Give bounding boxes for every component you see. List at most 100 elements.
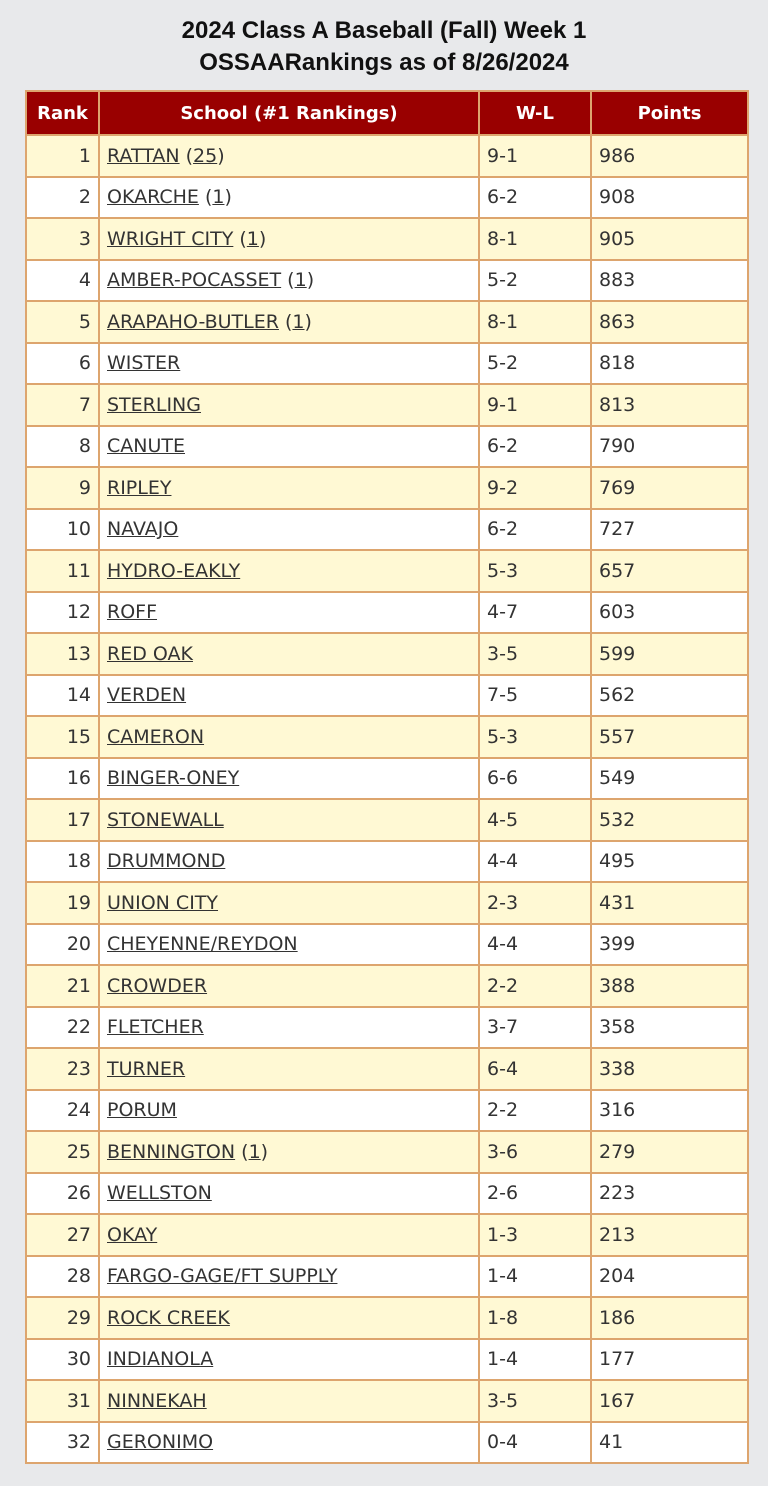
school-link[interactable]: STERLING <box>107 393 201 416</box>
school-link[interactable]: CROWDER <box>107 974 208 997</box>
table-row: 24 PORUM 2-2 316 <box>25 1088 749 1132</box>
school-cell: ROCK CREEK <box>98 1296 480 1340</box>
rank-cell: 6 <box>25 341 100 385</box>
points-cell: 863 <box>590 300 749 344</box>
table-row: 29 ROCK CREEK 1-8 186 <box>25 1296 749 1340</box>
school-cell: DRUMMOND <box>98 839 480 883</box>
school-link[interactable]: FLETCHER <box>107 1016 204 1039</box>
points-cell: 167 <box>590 1379 749 1423</box>
first-place-votes-link[interactable]: 1 <box>294 269 307 292</box>
header-rank: Rank <box>25 91 100 136</box>
table-row: 15 CAMERON 5-3 557 <box>25 715 749 759</box>
wl-cell: 6-6 <box>478 756 592 800</box>
school-link[interactable]: WELLSTON <box>107 1182 212 1205</box>
header-school: School (#1 Rankings) <box>98 91 480 136</box>
first-place-votes-link[interactable]: 1 <box>246 227 259 250</box>
school-cell: CANUTE <box>98 424 480 468</box>
school-link[interactable]: GERONIMO <box>107 1431 214 1454</box>
wl-cell: 3-7 <box>478 1005 592 1049</box>
school-link[interactable]: ARAPAHO-BUTLER <box>107 310 279 333</box>
school-cell: WRIGHT CITY (1) <box>98 217 480 261</box>
wl-cell: 1-4 <box>478 1254 592 1298</box>
table-row: 16 BINGER-ONEY 6-6 549 <box>25 756 749 800</box>
table-row: 23 TURNER 6-4 338 <box>25 1047 749 1091</box>
table-row: 2 OKARCHE (1) 6-2 908 <box>25 175 749 219</box>
table-row: 17 STONEWALL 4-5 532 <box>25 798 749 842</box>
school-link[interactable]: FARGO-GAGE/FT SUPPLY <box>107 1265 338 1288</box>
school-cell: BENNINGTON (1) <box>98 1130 480 1174</box>
school-link[interactable]: CHEYENNE/REYDON <box>107 933 298 956</box>
wl-cell: 2-2 <box>478 964 592 1008</box>
school-link[interactable]: NAVAJO <box>107 518 179 541</box>
school-link[interactable]: AMBER-POCASSET <box>107 269 282 292</box>
table-row: 7 STERLING 9-1 813 <box>25 383 749 427</box>
points-cell: 213 <box>590 1213 749 1257</box>
school-cell: ROFF <box>98 590 480 634</box>
wl-cell: 1-4 <box>478 1337 592 1381</box>
school-cell: RATTAN (25) <box>98 134 480 178</box>
points-cell: 883 <box>590 258 749 302</box>
table-row: 22 FLETCHER 3-7 358 <box>25 1005 749 1049</box>
table-row: 9 RIPLEY 9-2 769 <box>25 466 749 510</box>
rankings-table: Rank School (#1 Rankings) W-L Points 1 RA… <box>25 90 749 1464</box>
school-cell: STONEWALL <box>98 798 480 842</box>
header-points: Points <box>590 91 749 136</box>
school-link[interactable]: ROCK CREEK <box>107 1306 230 1329</box>
points-cell: 562 <box>590 673 749 717</box>
school-link[interactable]: VERDEN <box>107 684 187 707</box>
school-cell: INDIANOLA <box>98 1337 480 1381</box>
school-link[interactable]: WRIGHT CITY <box>107 227 234 250</box>
school-link[interactable]: CANUTE <box>107 435 185 458</box>
school-link[interactable]: BINGER-ONEY <box>107 767 240 790</box>
points-cell: 549 <box>590 756 749 800</box>
first-place-votes-link[interactable]: 1 <box>212 186 225 209</box>
school-link[interactable]: TURNER <box>107 1057 186 1080</box>
school-link[interactable]: HYDRO-EAKLY <box>107 559 241 582</box>
table-row: 21 CROWDER 2-2 388 <box>25 964 749 1008</box>
school-cell: HYDRO-EAKLY <box>98 549 480 593</box>
school-link[interactable]: INDIANOLA <box>107 1348 214 1371</box>
school-link[interactable]: OKARCHE <box>107 186 199 209</box>
wl-cell: 6-4 <box>478 1047 592 1091</box>
school-link[interactable]: DRUMMOND <box>107 850 226 873</box>
first-place-votes-link[interactable]: 1 <box>292 310 305 333</box>
wl-cell: 5-3 <box>478 715 592 759</box>
wl-cell: 2-6 <box>478 1171 592 1215</box>
school-cell: WISTER <box>98 341 480 385</box>
school-link[interactable]: RIPLEY <box>107 476 172 499</box>
points-cell: 41 <box>590 1420 749 1464</box>
rank-cell: 9 <box>25 466 100 510</box>
table-row: 14 VERDEN 7-5 562 <box>25 673 749 717</box>
school-cell: TURNER <box>98 1047 480 1091</box>
school-link[interactable]: RATTAN <box>107 144 180 167</box>
school-cell: RED OAK <box>98 632 480 676</box>
wl-cell: 9-1 <box>478 383 592 427</box>
school-cell: STERLING <box>98 383 480 427</box>
wl-cell: 4-5 <box>478 798 592 842</box>
first-place-votes-link[interactable]: 25 <box>193 144 218 167</box>
rank-cell: 20 <box>25 922 100 966</box>
rank-cell: 28 <box>25 1254 100 1298</box>
wl-cell: 4-7 <box>478 590 592 634</box>
points-cell: 769 <box>590 466 749 510</box>
first-place-votes-link[interactable]: 1 <box>248 1140 261 1163</box>
title-line-2: OSSAARankings as of 8/26/2024 <box>199 49 569 76</box>
school-link[interactable]: NINNEKAH <box>107 1389 207 1412</box>
school-link[interactable]: PORUM <box>107 1099 177 1122</box>
school-cell: FARGO-GAGE/FT SUPPLY <box>98 1254 480 1298</box>
school-link[interactable]: BENNINGTON <box>107 1140 236 1163</box>
table-row: 26 WELLSTON 2-6 223 <box>25 1171 749 1215</box>
points-cell: 495 <box>590 839 749 883</box>
school-link[interactable]: ROFF <box>107 601 158 624</box>
school-link[interactable]: OKAY <box>107 1223 158 1246</box>
school-link[interactable]: CAMERON <box>107 725 205 748</box>
school-link[interactable]: STONEWALL <box>107 808 224 831</box>
school-link[interactable]: RED OAK <box>107 642 193 665</box>
wl-cell: 3-5 <box>478 632 592 676</box>
points-cell: 603 <box>590 590 749 634</box>
school-cell: VERDEN <box>98 673 480 717</box>
wl-cell: 6-2 <box>478 507 592 551</box>
points-cell: 279 <box>590 1130 749 1174</box>
school-link[interactable]: WISTER <box>107 352 181 375</box>
school-link[interactable]: UNION CITY <box>107 891 219 914</box>
